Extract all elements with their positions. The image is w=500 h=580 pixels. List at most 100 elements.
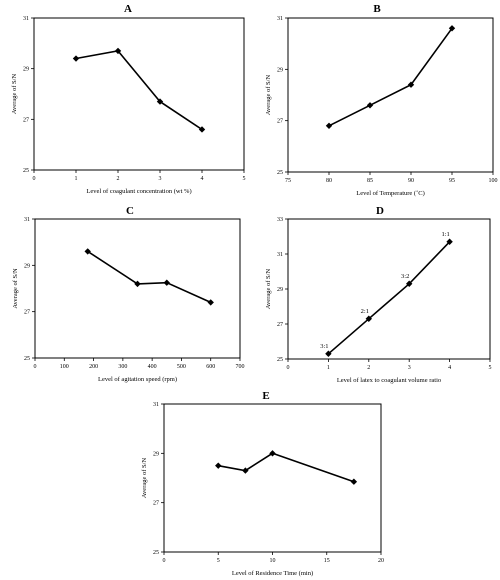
panel-c-y-tick-label: 31 bbox=[24, 217, 30, 223]
panel-d-y-tick-label: 29 bbox=[277, 287, 283, 293]
panel-c-y-tick-label: 29 bbox=[24, 263, 30, 269]
panel-e-x-tick-label: 5 bbox=[217, 558, 220, 564]
panel-d-point-label: 3:1 bbox=[320, 343, 328, 350]
panel-c-x-tick-label: 400 bbox=[148, 364, 157, 370]
panel-d-title: D bbox=[376, 205, 384, 217]
panel-c-x-tick-label: 100 bbox=[60, 364, 69, 370]
panel-d-point-label: 3:2 bbox=[401, 273, 409, 280]
panel-d-point-label: 1:1 bbox=[441, 231, 449, 238]
panel-b-frame bbox=[287, 17, 494, 173]
panel-a-x-tick-label: 5 bbox=[243, 176, 246, 182]
panel-b-title: B bbox=[373, 3, 381, 15]
panel-b-data-point bbox=[325, 122, 333, 129]
panel-c-x-tick-label: 0 bbox=[34, 364, 37, 370]
panel-d-frame bbox=[287, 218, 491, 360]
panel-c-data-point bbox=[84, 248, 91, 255]
panel-a-y-tick-label: 27 bbox=[23, 117, 29, 123]
panel-b-data-point bbox=[366, 102, 374, 109]
panel-a-x-tick-label: 1 bbox=[75, 176, 78, 182]
panel-d-y-tick-label: 25 bbox=[277, 357, 283, 363]
panel-a: A 0 1 2 3 4 5 25 27 29 31 Level of coagulant concen… bbox=[11, 3, 246, 195]
panel-b-x-tick-label: 75 bbox=[285, 178, 291, 184]
panel-b-data-point bbox=[448, 25, 456, 32]
panel-b-x-axis-label: Level of Temperature (˚C) bbox=[356, 190, 425, 197]
panel-b-x-tick-label: 80 bbox=[326, 178, 332, 184]
panel-b-y-tick-label: 29 bbox=[277, 67, 283, 73]
panel-b-y-tick-label: 27 bbox=[277, 119, 283, 125]
panel-a-x-axis-label: Level of coagulant concentration (wt %) bbox=[86, 188, 191, 195]
panel-a-x-tick-label: 3 bbox=[159, 176, 162, 182]
panel-b-x-tick-label: 100 bbox=[489, 178, 498, 184]
panel-d-data-point bbox=[446, 238, 453, 245]
panel-b-x-tick-label: 85 bbox=[367, 178, 373, 184]
panel-a-y-tick-label: 25 bbox=[23, 168, 29, 174]
panel-c-data-point bbox=[207, 299, 214, 306]
panel-b-y-tick-label: 31 bbox=[277, 16, 283, 22]
panel-c-x-tick-label: 300 bbox=[118, 364, 127, 370]
panel-c-series-line bbox=[87, 250, 212, 304]
panel-e-frame bbox=[163, 403, 382, 553]
panel-c-x-tick-label: 600 bbox=[206, 364, 215, 370]
panel-a-y-tick-label: 31 bbox=[23, 16, 29, 22]
panel-e-y-tick-label: 31 bbox=[153, 402, 159, 408]
panel-a-y-axis-label: Average of S/N bbox=[11, 74, 18, 115]
panel-c-x-axis-label: Level of agitation speed (rpm) bbox=[98, 376, 177, 383]
panel-a-x-tick-label: 4 bbox=[201, 176, 204, 182]
panel-d-data-point bbox=[365, 315, 372, 322]
panel-b: B 75 80 85 90 95 100 25 27 29 31 Level of Temperatu… bbox=[265, 3, 498, 197]
panel-e-x-axis-label: Level of Residence Time (min) bbox=[232, 570, 313, 577]
panel-c: C 0 100 200 300 400 500 600 700 25 27 29 31 Level of … bbox=[12, 205, 245, 383]
panel-c-data-point bbox=[163, 279, 170, 286]
panel-a-series-line bbox=[75, 50, 203, 131]
panel-d-x-tick-label: 0 bbox=[287, 365, 290, 371]
panel-d-x-tick-label: 3 bbox=[408, 365, 411, 371]
panel-c-x-tick-label: 500 bbox=[177, 364, 186, 370]
panel-e-data-point bbox=[242, 467, 249, 474]
panel-a-y-tick-label: 29 bbox=[23, 67, 29, 73]
panel-e-x-tick-label: 20 bbox=[378, 558, 384, 564]
panel-b-x-tick-label: 95 bbox=[449, 178, 455, 184]
panel-d-data-point bbox=[406, 280, 413, 287]
panel-a-data-point bbox=[198, 126, 206, 133]
panel-b-y-axis-label: Average of S/N bbox=[265, 75, 272, 116]
panel-a-data-point bbox=[114, 47, 122, 55]
panel-d: D 0 1 2 3 4 5 25 27 29 31 33 Level of latex to coagu… bbox=[265, 205, 492, 384]
panel-e-title: E bbox=[262, 390, 269, 402]
panel-e-y-axis-label: Average of S/N bbox=[141, 458, 148, 499]
panel-a-title: A bbox=[124, 3, 132, 15]
panel-a-data-point bbox=[156, 98, 164, 105]
panel-c-x-tick-label: 700 bbox=[236, 364, 245, 370]
panel-b-series-line bbox=[328, 27, 453, 127]
panel-b-y-tick-label: 25 bbox=[277, 170, 283, 176]
panel-d-x-axis-label: Level of latex to coagulant volume ratio bbox=[337, 377, 441, 384]
panel-e-series-line bbox=[218, 452, 355, 483]
panel-d-point-label: 2:1 bbox=[361, 308, 369, 315]
panel-d-series-line bbox=[327, 241, 451, 355]
panel-e-data-point bbox=[350, 478, 358, 485]
panel-e-data-point bbox=[269, 450, 276, 457]
panel-a-x-tick-label: 0 bbox=[33, 176, 36, 182]
panel-e-x-tick-label: 15 bbox=[324, 558, 330, 564]
panel-b-data-point bbox=[407, 81, 415, 88]
panel-c-title: C bbox=[126, 205, 134, 217]
panel-c-y-tick-label: 25 bbox=[24, 356, 30, 362]
panel-c-data-point bbox=[134, 280, 141, 288]
panel-e-x-tick-label: 10 bbox=[270, 558, 276, 564]
panel-b-x-tick-label: 90 bbox=[408, 178, 414, 184]
panel-c-y-axis-label: Average of S/N bbox=[12, 268, 19, 309]
panel-a-frame bbox=[33, 17, 245, 171]
panel-d-y-tick-label: 33 bbox=[277, 217, 283, 223]
panel-d-x-tick-label: 1 bbox=[327, 365, 330, 371]
panel-c-x-tick-label: 200 bbox=[89, 364, 98, 370]
panel-e-x-tick-label: 0 bbox=[163, 558, 166, 564]
panel-e-y-tick-label: 29 bbox=[153, 451, 159, 457]
panel-c-y-tick-label: 27 bbox=[24, 310, 30, 316]
panel-e-data-point bbox=[215, 462, 222, 469]
panel-d-x-tick-label: 4 bbox=[448, 365, 451, 371]
panel-d-x-tick-label: 2 bbox=[367, 365, 370, 371]
panel-a-x-tick-label: 2 bbox=[117, 176, 120, 182]
panel-e-y-tick-label: 25 bbox=[153, 550, 159, 556]
panel-d-y-tick-label: 27 bbox=[277, 322, 283, 328]
panel-d-data-point bbox=[325, 350, 332, 357]
panel-c-frame bbox=[34, 218, 241, 359]
